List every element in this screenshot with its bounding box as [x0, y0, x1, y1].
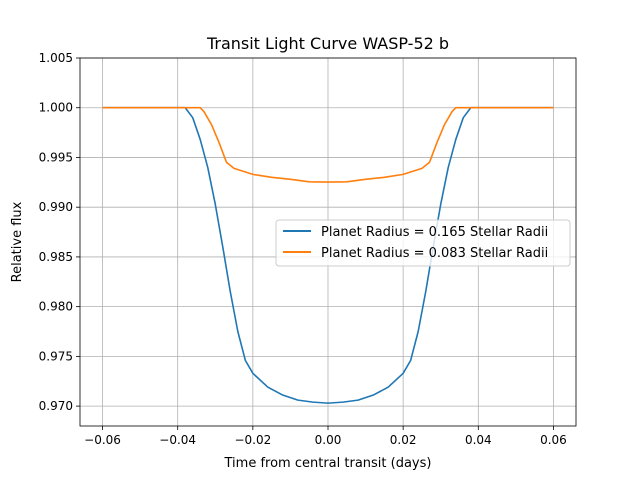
tick-layer: −0.06 −0.04 −0.02 0.00 0.02 0.04 0.06 0.970 0.97…	[39, 51, 567, 447]
legend-label-series-2: Planet Radius = 0.083 Stellar Radii	[321, 246, 548, 261]
series-line-1	[102, 106, 554, 404]
x-axis-label: Time from central transit (days)	[224, 456, 432, 471]
x-tick-label: 0.02	[390, 433, 417, 447]
series-line-2	[102, 106, 554, 183]
series-layer	[102, 106, 554, 404]
legend-box	[275, 219, 571, 267]
y-tick-label: 1.000	[39, 101, 73, 115]
y-tick-label: 0.990	[39, 200, 73, 214]
legend-label-series-1: Planet Radius = 0.165 Stellar Radii	[321, 225, 548, 240]
y-tick-label: 0.970	[39, 399, 73, 413]
x-tick-label: 0.06	[540, 433, 567, 447]
x-tick-label: 0.00	[315, 433, 342, 447]
legend: Planet Radius = 0.165 Stellar Radii Plan…	[275, 219, 571, 267]
x-tick-label: −0.02	[234, 433, 271, 447]
y-tick-label: 0.980	[39, 300, 73, 314]
y-tick-label: 1.005	[39, 51, 73, 65]
x-tick-label: −0.04	[159, 433, 196, 447]
y-axis-label: Relative flux	[10, 201, 25, 282]
y-tick-label: 0.995	[39, 150, 73, 164]
y-tick-label: 0.985	[39, 250, 73, 264]
chart-title: Transit Light Curve WASP-52 b	[206, 34, 449, 53]
x-tick-label: −0.06	[84, 433, 121, 447]
y-tick-label: 0.975	[39, 349, 73, 363]
x-tick-label: 0.04	[465, 433, 492, 447]
